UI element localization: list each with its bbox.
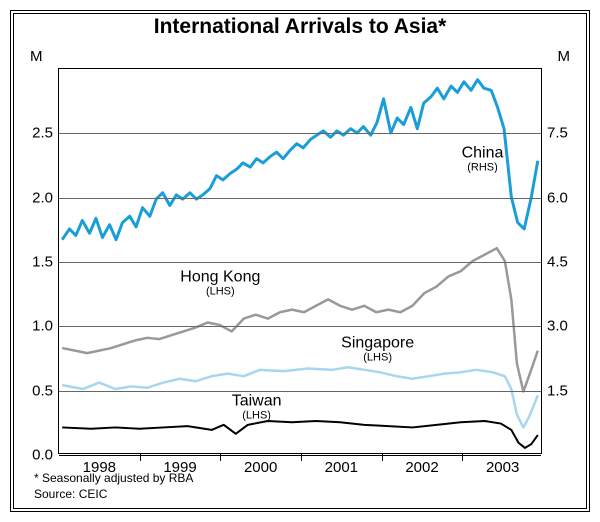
gridline (59, 262, 541, 263)
y-tick-left: 2.0 (32, 189, 59, 206)
chart-footnote-block: * Seasonally adjusted by RBA Source: CEI… (34, 470, 193, 502)
y-tick-right: 3.0 (541, 318, 568, 335)
y-tick-right: 4.5 (541, 254, 568, 271)
y-tick-left: 1.5 (32, 254, 59, 271)
y-tick-left: 0.0 (32, 447, 59, 464)
x-tick-mark (220, 453, 221, 461)
x-tick-mark (382, 453, 383, 461)
x-tick-mark (140, 453, 141, 461)
y-axis-left-unit: M (30, 48, 43, 65)
gridline (59, 198, 541, 199)
y-tick-right: 6.0 (541, 189, 568, 206)
chart-source: Source: CEIC (34, 486, 193, 502)
series-label-china: China(RHS) (462, 145, 504, 174)
series-taiwan (62, 421, 538, 448)
y-tick-left: 2.5 (32, 125, 59, 142)
gridline (59, 455, 541, 456)
x-tick-label: 2000 (244, 453, 277, 476)
series-label-singapore: Singapore(LHS) (341, 335, 414, 364)
series-label-taiwan: Taiwan(LHS) (232, 393, 282, 422)
y-tick-right: 1.5 (541, 382, 568, 399)
series-label-hongkong: Hong Kong(LHS) (180, 268, 260, 297)
gridline (59, 326, 541, 327)
y-tick-left: 1.0 (32, 318, 59, 335)
y-axis-right-unit: M (558, 48, 571, 65)
gridline (59, 133, 541, 134)
x-tick-mark (301, 453, 302, 461)
x-tick-label: 2001 (325, 453, 358, 476)
chart-title: International Arrivals to Asia* (0, 15, 600, 39)
x-tick-label: 2002 (405, 453, 438, 476)
y-tick-left: 0.5 (32, 382, 59, 399)
plot-area: 0.00.51.01.52.02.51.53.04.56.07.51998199… (58, 68, 542, 454)
chart-footnote: * Seasonally adjusted by RBA (34, 470, 193, 486)
chart-svg (59, 69, 541, 453)
x-tick-mark (462, 453, 463, 461)
gridline (59, 391, 541, 392)
x-tick-label: 2003 (486, 453, 519, 476)
y-tick-right: 7.5 (541, 125, 568, 142)
series-singapore (62, 367, 538, 427)
